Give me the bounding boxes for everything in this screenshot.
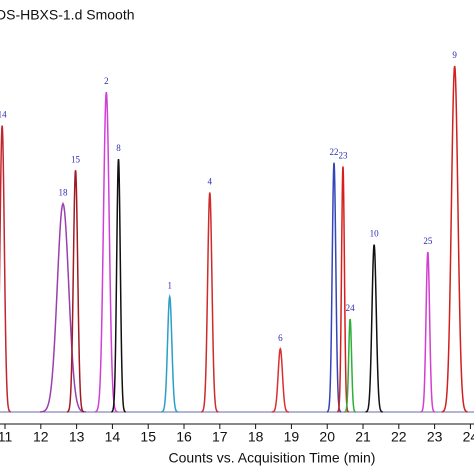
peak-label: 24: [346, 303, 356, 313]
peak-label: 1: [167, 281, 172, 291]
x-tick-label: 18: [248, 429, 264, 445]
peak: [326, 162, 342, 413]
peak: [344, 318, 356, 413]
peak: [94, 91, 118, 413]
x-tick-label: 14: [105, 429, 121, 445]
peak: [111, 158, 126, 413]
x-tick-label: 16: [176, 429, 192, 445]
peak-label: 8: [116, 143, 121, 153]
x-tick-label: 15: [140, 429, 156, 445]
x-tick-label: 13: [69, 429, 85, 445]
peak-label: 2: [104, 76, 109, 86]
x-tick-label: 22: [391, 429, 407, 445]
peak: [337, 166, 349, 413]
peak: [40, 201, 86, 413]
peak: [441, 65, 468, 413]
x-tick-label: 11: [0, 429, 12, 445]
x-tick-label: 20: [319, 429, 335, 445]
peak: [66, 170, 85, 413]
peak-label: 14: [0, 110, 7, 120]
x-tick-label: 19: [284, 429, 300, 445]
peak-label: 25: [423, 236, 433, 246]
peak: [365, 244, 383, 413]
peak: [0, 125, 11, 413]
peak-label: 6: [278, 333, 283, 343]
peak: [271, 347, 289, 413]
x-tick-label: 23: [427, 429, 443, 445]
peak-label: 10: [370, 229, 380, 239]
peak-label: 4: [208, 177, 213, 187]
x-tick-label: 17: [212, 429, 228, 445]
peak: [161, 293, 179, 413]
x-tick-label: 24: [463, 429, 474, 445]
peak-label: 22: [330, 147, 339, 157]
peak-label: 15: [71, 154, 81, 164]
x-tick-label: 21: [355, 429, 371, 445]
peak-label: 23: [338, 151, 348, 161]
peak-label: 9: [452, 50, 457, 60]
peak: [201, 192, 219, 413]
peak-label: 18: [59, 188, 69, 198]
chart-title: DS-HBXS-1.d Smooth: [0, 7, 135, 23]
x-tick-label: 12: [33, 429, 49, 445]
peak: [420, 251, 436, 413]
x-axis-label: Counts vs. Acquisition Time (min): [169, 450, 376, 466]
